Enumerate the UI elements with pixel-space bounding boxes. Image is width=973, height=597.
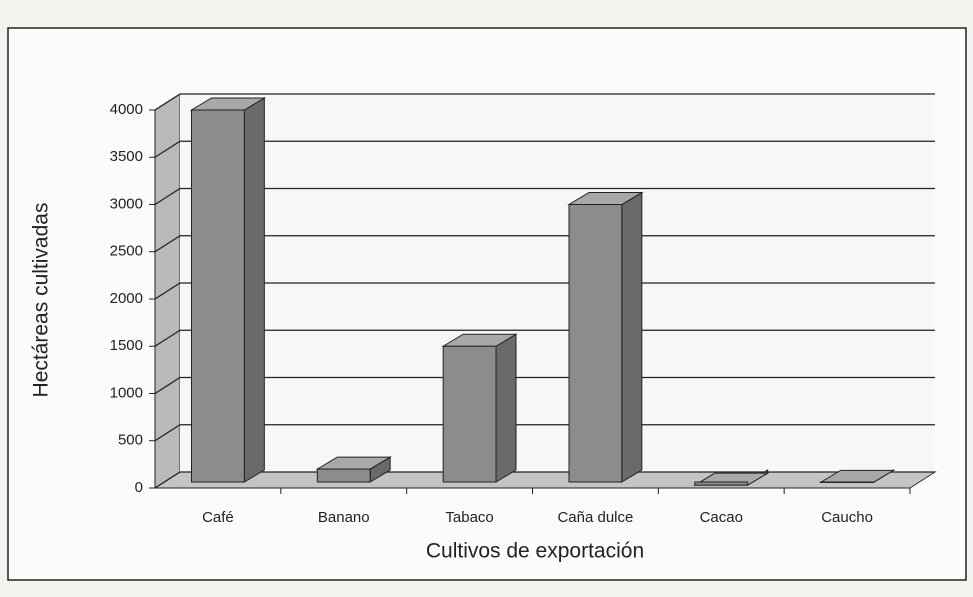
grid-line [154, 187, 935, 206]
y-tick-label: 2000 [110, 290, 143, 307]
y-tick-label: 3500 [110, 148, 143, 165]
grid-line [154, 329, 935, 347]
grid-line [154, 235, 935, 253]
x-tick-label: Cacao [700, 509, 743, 526]
grid-line [154, 471, 935, 489]
y-tick-label: 0 [135, 479, 143, 496]
bar-side [495, 333, 517, 483]
grid-line [154, 140, 935, 158]
y-tick-label: 3000 [110, 195, 143, 212]
bar [190, 109, 245, 483]
grid-line [154, 282, 935, 300]
y-tick-label: 1500 [110, 337, 143, 354]
bar [316, 468, 371, 483]
bar [568, 204, 623, 483]
grid-line [154, 376, 935, 395]
y-tick-label: 4000 [110, 101, 143, 118]
bar-side [621, 191, 643, 483]
y-axis-title: Hectáreas cultivadas [30, 203, 53, 398]
bar-side [243, 97, 265, 483]
x-tick-label: Café [202, 509, 234, 526]
x-tick-label: Caucho [821, 509, 873, 526]
x-axis-title: Cultivos de exportación [426, 540, 644, 563]
x-tick-label: Banano [318, 509, 370, 526]
y-tick-label: 1000 [110, 384, 143, 401]
floor [153, 471, 937, 489]
grid-line [154, 424, 935, 442]
y-tick-label: 2500 [110, 243, 143, 260]
grid-line [154, 93, 935, 111]
bar [694, 481, 749, 486]
x-tick-label: Caña dulce [557, 509, 633, 526]
bar [442, 345, 497, 483]
x-tick-label: Tabaco [445, 509, 493, 526]
y-tick-label: 500 [118, 432, 143, 449]
